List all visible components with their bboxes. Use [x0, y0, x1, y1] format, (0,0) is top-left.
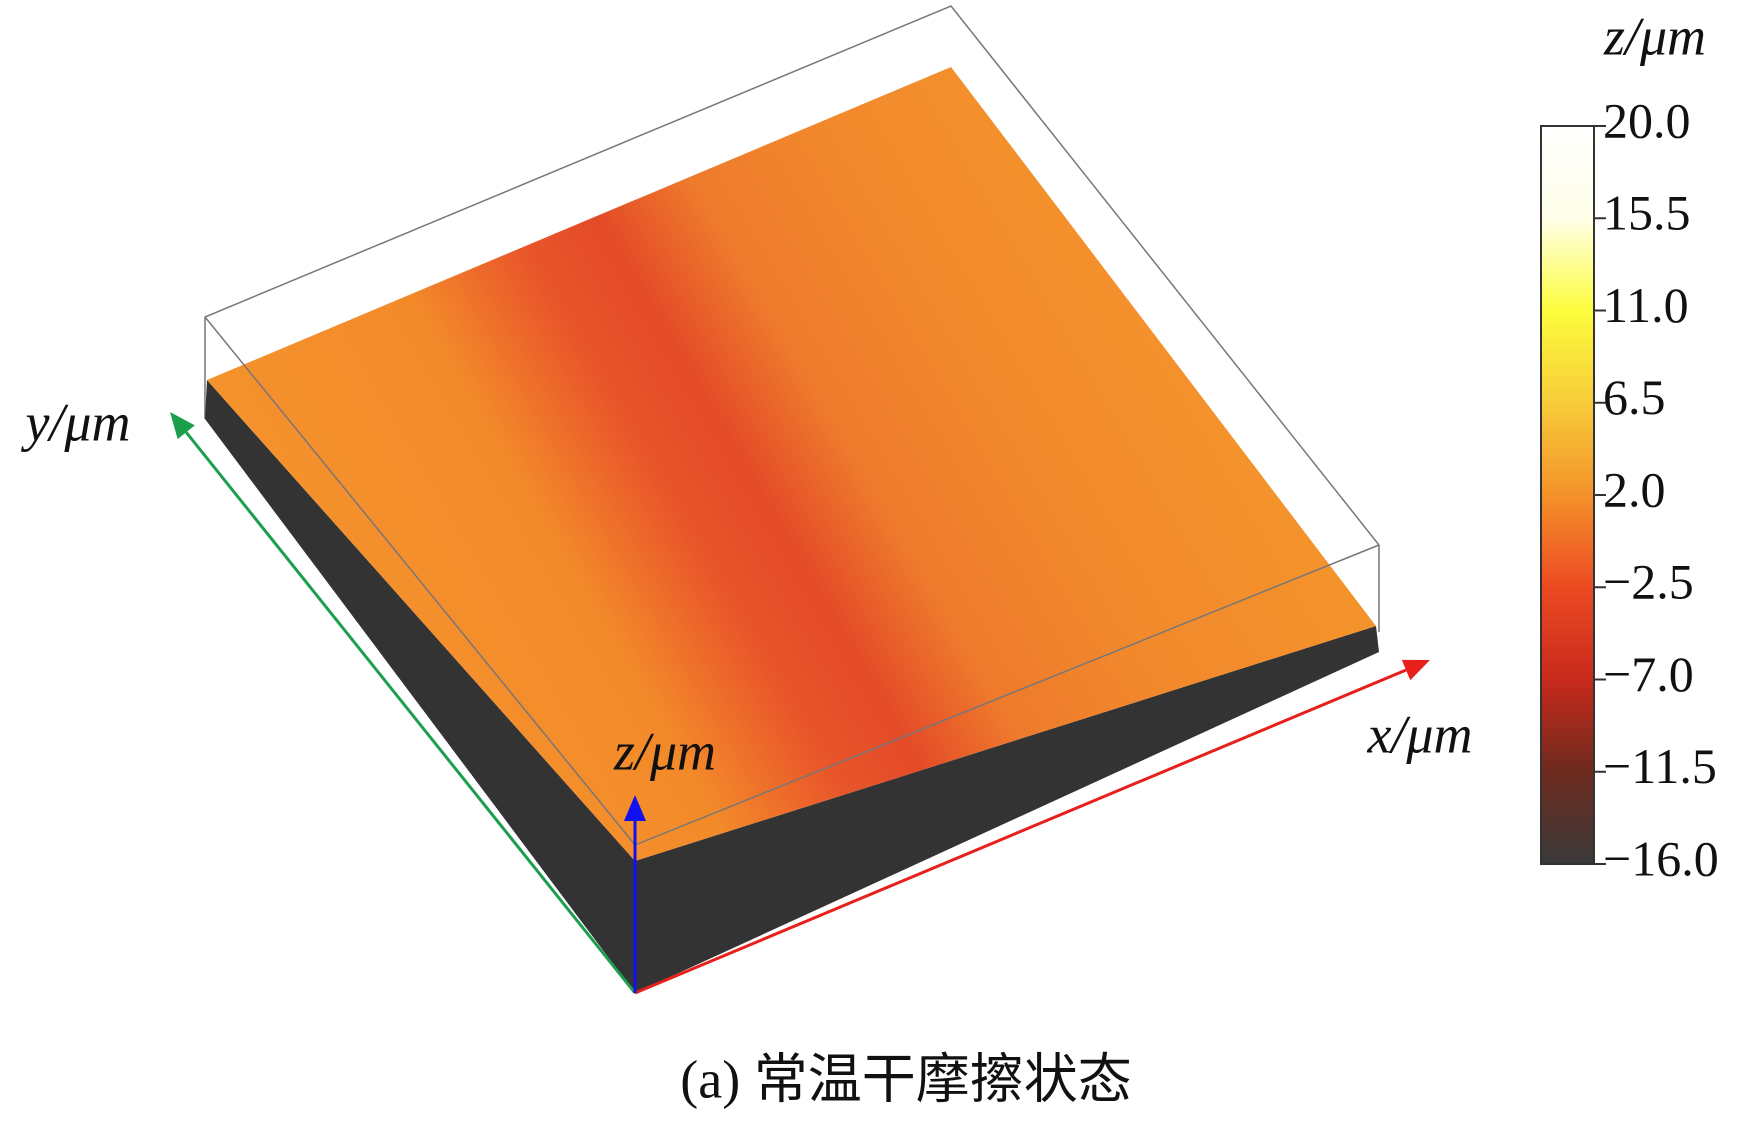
- surface-side: [635, 626, 1379, 993]
- surface-top: [207, 67, 1376, 861]
- y-axis-label: y/μm: [20, 392, 130, 452]
- colorbar-tick-label: −2.5: [1603, 554, 1694, 610]
- colorbar-tick-label: −7.0: [1603, 646, 1694, 702]
- colorbar-title: z/μm: [1603, 6, 1706, 66]
- z-axis-label: z/μm: [613, 721, 716, 781]
- colorbar-tick-label: 15.5: [1603, 185, 1691, 241]
- colorbar-tick-label: 6.5: [1603, 369, 1666, 425]
- colorbar: [1540, 125, 1595, 865]
- bounding-box: [204, 5, 1380, 632]
- z-axis-arrow: [624, 795, 646, 821]
- colorbar-tick-label: 20.0: [1603, 92, 1691, 148]
- y-axis-arrow: [170, 412, 195, 440]
- colorbar-tick-label: −11.5: [1603, 738, 1717, 794]
- colorbar-tick-label: 2.0: [1603, 461, 1666, 517]
- colorbar-tick-label: −16.0: [1603, 830, 1719, 886]
- caption: (a) 常温干摩擦状态: [680, 1049, 1131, 1109]
- y-axis: [185, 431, 637, 994]
- surface-side: [205, 380, 635, 993]
- x-axis-label: x/μm: [1366, 704, 1472, 764]
- x-axis: [634, 668, 1407, 995]
- colorbar-tick-label: 11.0: [1603, 277, 1689, 333]
- x-axis-arrow: [1401, 659, 1430, 681]
